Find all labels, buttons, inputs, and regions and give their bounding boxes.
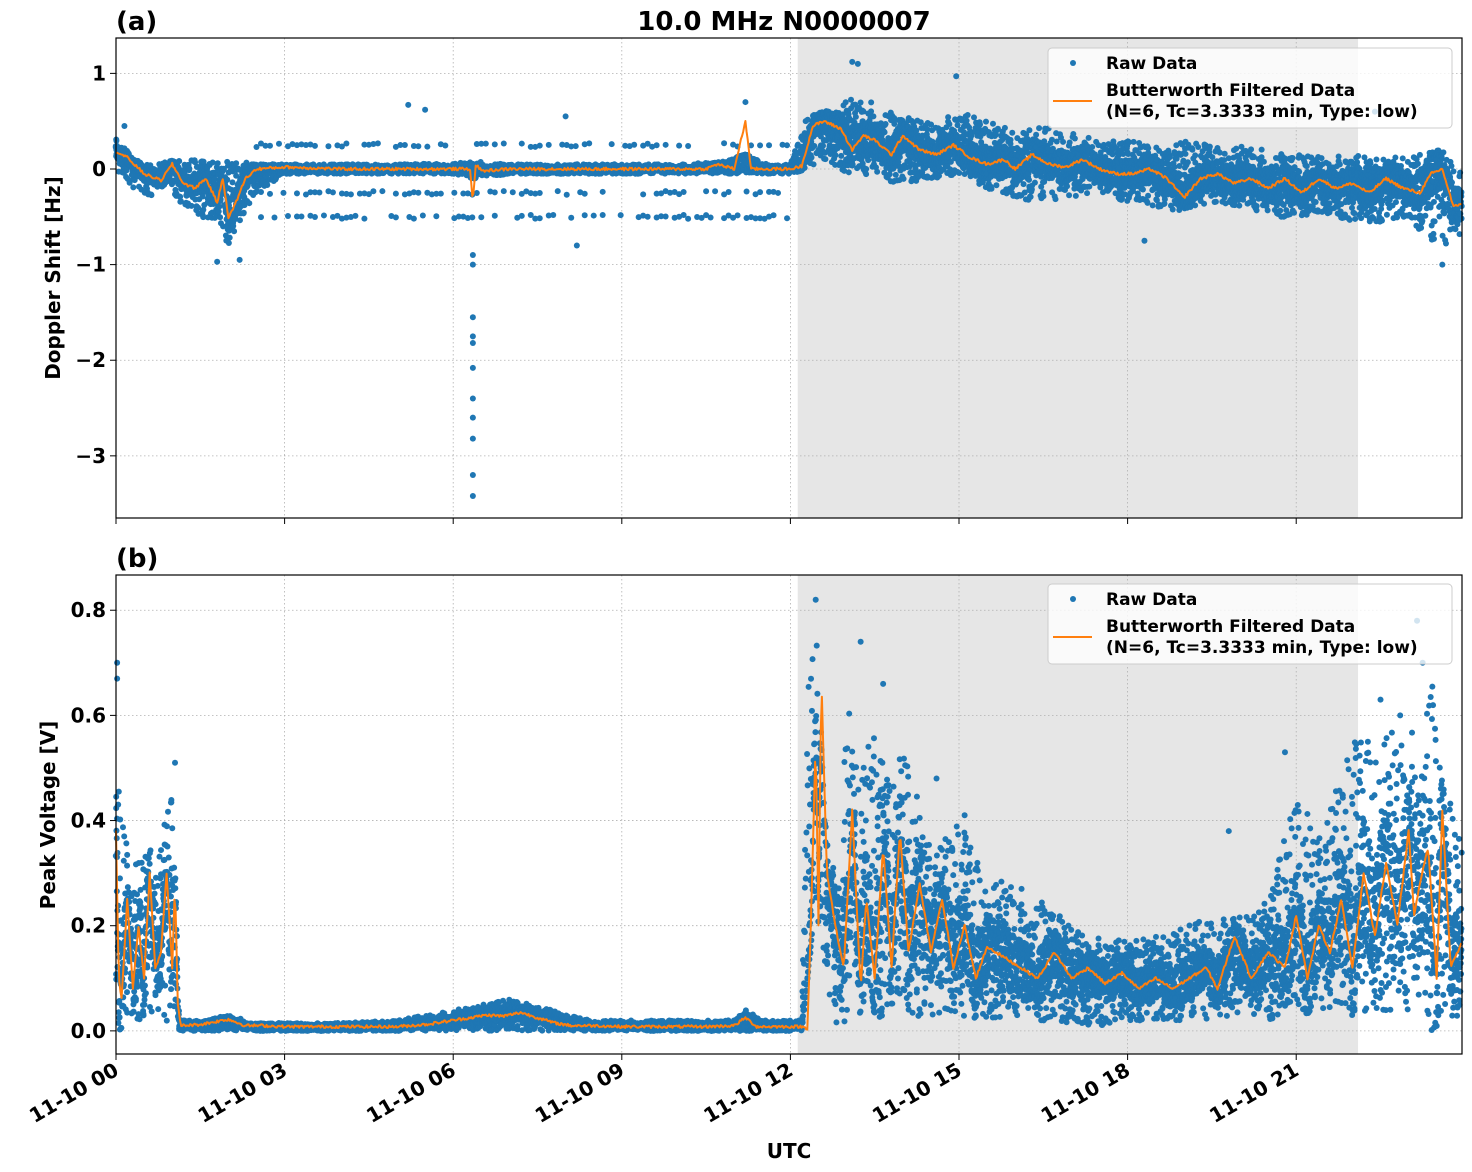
figure-title: 10.0 MHz N0000007 — [637, 7, 930, 37]
panel-a-data — [112, 58, 1465, 500]
raw-data-point — [177, 198, 184, 205]
raw-data-point — [231, 228, 238, 235]
raw-data-point — [191, 157, 198, 164]
raw-data-point — [148, 192, 155, 199]
raw-data-point — [177, 193, 184, 200]
raw-data-point — [130, 184, 137, 191]
raw-data-point — [214, 160, 221, 167]
raw-data-point — [209, 159, 216, 166]
raw-data-point — [240, 210, 247, 217]
raw-data-point — [246, 200, 253, 207]
raw-data-point — [224, 176, 231, 183]
raw-data-point — [230, 223, 237, 230]
raw-data-point — [229, 179, 236, 186]
panel-a: (a) 10−1−2−3 Doppler Shift [Hz] Raw Data… — [41, 7, 1465, 524]
raw-data-point — [236, 217, 243, 224]
raw-data-point — [176, 158, 183, 165]
raw-data-point — [225, 239, 232, 246]
raw-data-point — [186, 165, 193, 172]
panel-a-label: (a) — [116, 7, 157, 37]
raw-data-point — [226, 234, 233, 241]
raw-data-point — [233, 160, 240, 167]
raw-data-point — [217, 214, 224, 221]
